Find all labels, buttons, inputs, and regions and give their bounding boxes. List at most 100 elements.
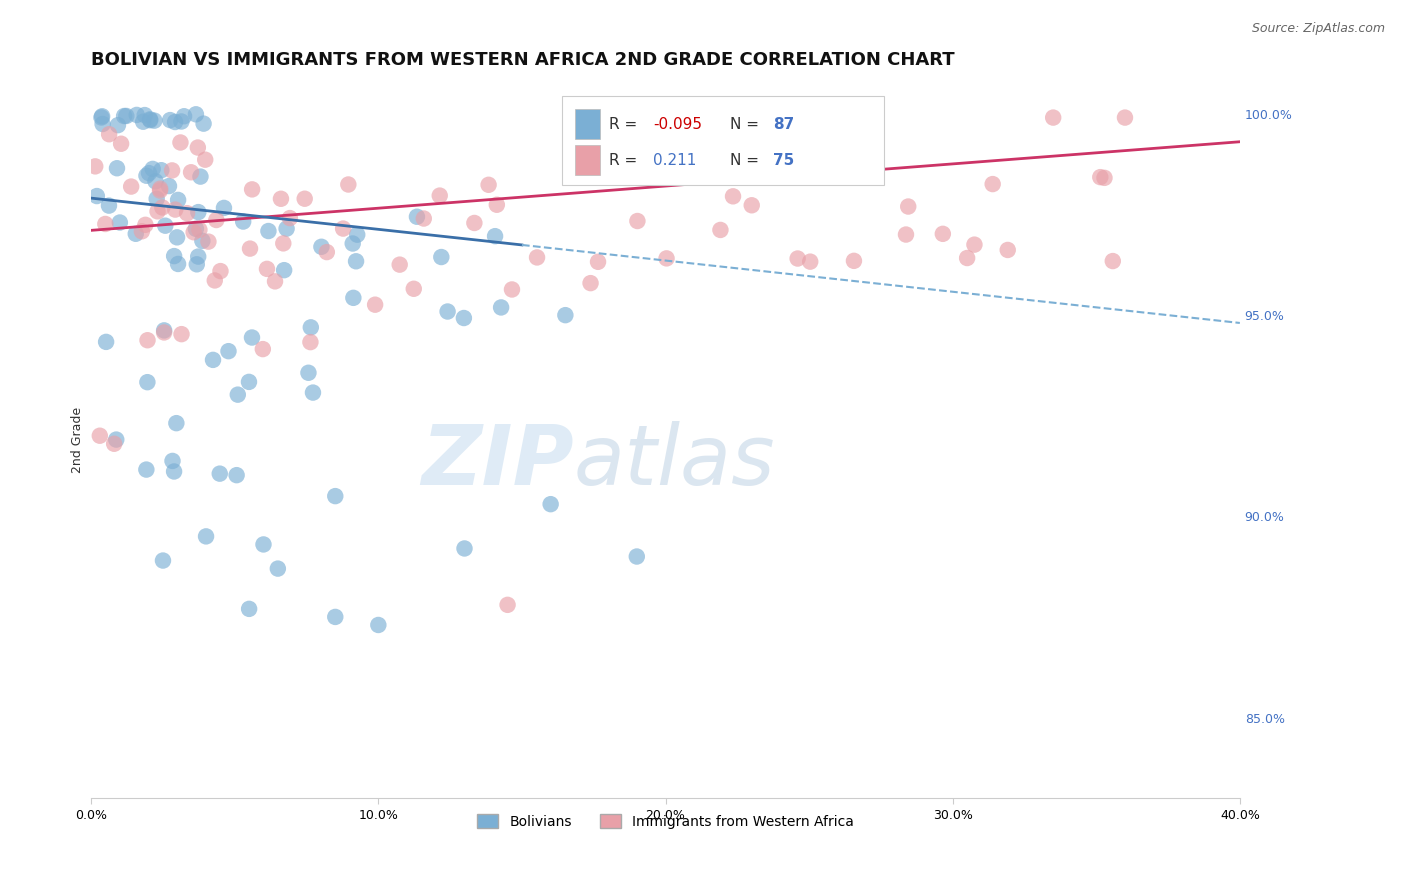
Point <box>162 454 184 468</box>
Point <box>94 217 117 231</box>
Point <box>188 223 211 237</box>
Point <box>160 163 183 178</box>
Point <box>103 436 125 450</box>
Point <box>90 111 112 125</box>
Point <box>270 192 292 206</box>
Point <box>110 136 132 151</box>
Point <box>1042 111 1064 125</box>
FancyBboxPatch shape <box>575 110 600 139</box>
Point <box>120 179 142 194</box>
Point <box>132 114 155 128</box>
Point <box>526 251 548 265</box>
Point <box>323 610 346 624</box>
Point <box>239 242 262 256</box>
Point <box>299 320 322 334</box>
Point <box>721 189 744 203</box>
Point <box>367 618 389 632</box>
Point <box>897 200 920 214</box>
Point <box>146 204 169 219</box>
Point <box>388 258 411 272</box>
Point <box>112 109 135 123</box>
Point <box>267 561 290 575</box>
Point <box>311 240 333 254</box>
Text: ZIP: ZIP <box>420 421 574 501</box>
Point <box>981 177 1004 191</box>
Point <box>240 330 263 344</box>
Point <box>273 263 295 277</box>
Point <box>209 264 232 278</box>
Point <box>149 182 172 196</box>
Point <box>153 323 176 337</box>
Point <box>540 497 562 511</box>
Point <box>142 161 165 176</box>
Point <box>136 333 159 347</box>
Text: R =: R = <box>609 153 643 168</box>
Point <box>170 327 193 342</box>
Point <box>163 465 186 479</box>
Point <box>1114 111 1136 125</box>
Point <box>155 219 177 233</box>
Point <box>579 276 602 290</box>
Point <box>165 202 187 217</box>
Point <box>478 178 501 192</box>
Point <box>167 257 190 271</box>
Point <box>554 308 576 322</box>
Point <box>205 213 228 227</box>
Point <box>108 215 131 229</box>
Point <box>346 227 368 242</box>
Text: N =: N = <box>730 153 763 168</box>
Point <box>139 112 162 127</box>
Point <box>190 169 212 184</box>
Point <box>364 298 387 312</box>
Point <box>252 342 274 356</box>
Point <box>453 311 475 326</box>
Point <box>125 227 148 241</box>
Point <box>134 108 156 122</box>
Point <box>157 179 180 194</box>
Point <box>186 257 208 271</box>
Point <box>226 387 249 401</box>
Point <box>176 206 198 220</box>
Point <box>150 163 173 178</box>
Point <box>184 221 207 235</box>
Point <box>86 189 108 203</box>
Point <box>98 127 121 141</box>
Point <box>276 221 298 235</box>
Point <box>1101 254 1123 268</box>
Point <box>167 193 190 207</box>
Point <box>430 250 453 264</box>
Point <box>145 192 167 206</box>
Point <box>337 178 360 192</box>
Point <box>453 541 475 556</box>
Point <box>115 109 138 123</box>
Point <box>194 153 217 167</box>
Point <box>136 375 159 389</box>
Point <box>436 304 458 318</box>
Point <box>135 462 157 476</box>
Point <box>655 252 678 266</box>
Point <box>208 467 231 481</box>
Point <box>278 211 301 225</box>
Text: 87: 87 <box>773 117 794 132</box>
Point <box>187 250 209 264</box>
Legend: Bolivians, Immigrants from Western Africa: Bolivians, Immigrants from Western Afric… <box>472 808 859 834</box>
Text: atlas: atlas <box>574 421 775 501</box>
Point <box>501 283 523 297</box>
Point <box>271 236 294 251</box>
Point <box>134 218 156 232</box>
Point <box>264 274 287 288</box>
Point <box>107 118 129 132</box>
Text: Source: ZipAtlas.com: Source: ZipAtlas.com <box>1251 22 1385 36</box>
Point <box>94 334 117 349</box>
Point <box>741 198 763 212</box>
Point <box>997 243 1019 257</box>
Point <box>145 174 167 188</box>
Point <box>135 169 157 183</box>
Point <box>799 254 821 268</box>
Point <box>586 255 609 269</box>
Point <box>187 205 209 219</box>
Point <box>252 537 274 551</box>
Point <box>956 251 979 265</box>
Point <box>342 236 364 251</box>
Point <box>402 282 425 296</box>
